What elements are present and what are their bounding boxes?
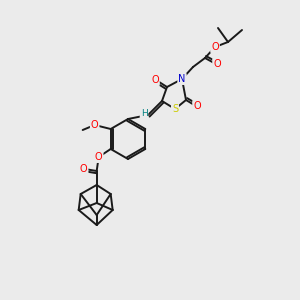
- Text: O: O: [213, 59, 221, 69]
- Text: H: H: [141, 110, 147, 118]
- Text: O: O: [151, 75, 159, 85]
- Text: N: N: [178, 74, 186, 84]
- Text: O: O: [91, 120, 98, 130]
- Text: O: O: [80, 164, 88, 174]
- Text: O: O: [211, 42, 219, 52]
- Text: O: O: [95, 152, 103, 162]
- Text: O: O: [193, 101, 201, 111]
- Text: S: S: [172, 104, 178, 114]
